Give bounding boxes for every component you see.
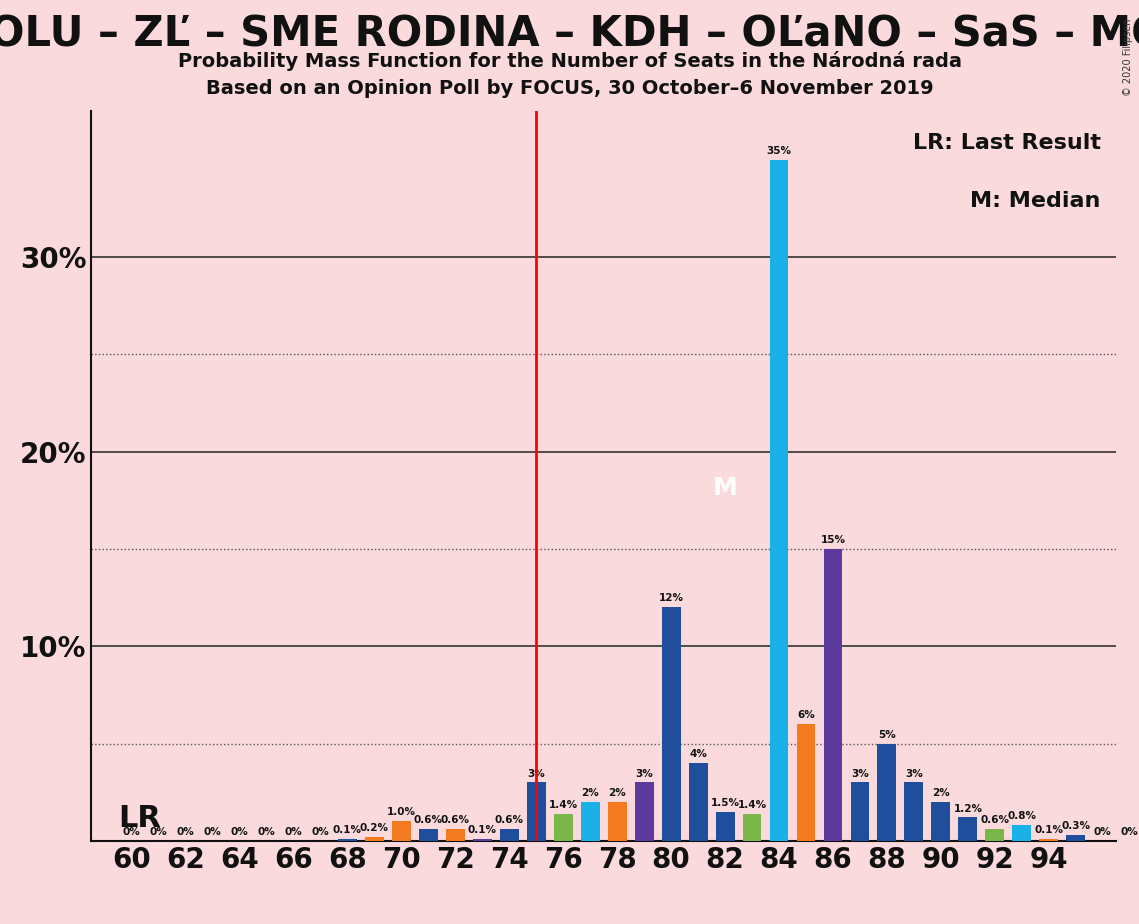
Bar	[473, 839, 492, 841]
Text: 4%: 4%	[689, 749, 707, 760]
Text: 3%: 3%	[636, 769, 653, 779]
Bar	[581, 802, 599, 841]
Bar	[689, 763, 707, 841]
Text: 0%: 0%	[177, 827, 195, 837]
Text: 3%: 3%	[851, 769, 869, 779]
Text: 0.6%: 0.6%	[413, 815, 443, 825]
Bar	[608, 802, 626, 841]
Bar	[1040, 839, 1058, 841]
Text: Probability Mass Function for the Number of Seats in the Národná rada: Probability Mass Function for the Number…	[178, 51, 961, 71]
Text: 1.2%: 1.2%	[953, 804, 982, 814]
Text: 1.4%: 1.4%	[737, 799, 767, 809]
Bar	[770, 160, 788, 841]
Text: 1.0%: 1.0%	[387, 808, 416, 818]
Bar	[796, 724, 816, 841]
Text: LR: LR	[118, 804, 161, 833]
Text: M: M	[713, 476, 737, 500]
Bar	[877, 744, 896, 841]
Text: 3%: 3%	[906, 769, 923, 779]
Bar	[364, 837, 384, 841]
Text: 0.6%: 0.6%	[981, 815, 1009, 825]
Text: 6%: 6%	[797, 711, 814, 720]
Bar	[419, 829, 437, 841]
Bar	[662, 607, 681, 841]
Bar	[634, 783, 654, 841]
Text: 0.2%: 0.2%	[360, 823, 388, 833]
Text: 0.1%: 0.1%	[333, 825, 362, 835]
Text: 2%: 2%	[932, 788, 950, 798]
Bar	[932, 802, 950, 841]
Text: © 2020 Filipsen: © 2020 Filipsen	[1123, 18, 1133, 96]
Text: 0.6%: 0.6%	[441, 815, 469, 825]
Text: 35%: 35%	[767, 146, 792, 155]
Bar	[338, 839, 357, 841]
Text: 0%: 0%	[1121, 827, 1139, 837]
Bar	[851, 783, 869, 841]
Text: 15%: 15%	[820, 535, 845, 545]
Text: M: Median: M: Median	[970, 191, 1100, 212]
Text: 0%: 0%	[123, 827, 140, 837]
Bar	[445, 829, 465, 841]
Bar	[904, 783, 924, 841]
Text: 2%: 2%	[608, 788, 626, 798]
Bar	[985, 829, 1005, 841]
Text: OLU – ZĽ – SME RODINA – KDH – OĽaNO – SaS – MOS: OLU – ZĽ – SME RODINA – KDH – OĽaNO – Sa…	[0, 14, 1139, 55]
Bar	[500, 829, 518, 841]
Bar	[743, 814, 762, 841]
Bar	[392, 821, 411, 841]
Text: 0%: 0%	[204, 827, 221, 837]
Bar	[1013, 825, 1031, 841]
Text: 2%: 2%	[581, 788, 599, 798]
Text: 0.3%: 0.3%	[1062, 821, 1090, 831]
Text: 1.4%: 1.4%	[549, 799, 577, 809]
Bar	[823, 549, 843, 841]
Text: LR: Last Result: LR: Last Result	[912, 133, 1100, 152]
Text: 12%: 12%	[658, 593, 683, 603]
Text: 0.6%: 0.6%	[494, 815, 524, 825]
Bar	[1066, 835, 1085, 841]
Text: 5%: 5%	[878, 730, 895, 739]
Bar	[527, 783, 546, 841]
Bar	[554, 814, 573, 841]
Text: Based on an Opinion Poll by FOCUS, 30 October–6 November 2019: Based on an Opinion Poll by FOCUS, 30 Oc…	[206, 79, 933, 98]
Text: 0%: 0%	[312, 827, 329, 837]
Text: 0%: 0%	[1093, 827, 1112, 837]
Text: 0.1%: 0.1%	[468, 825, 497, 835]
Text: 0%: 0%	[149, 827, 167, 837]
Text: 0.8%: 0.8%	[1007, 811, 1036, 821]
Text: 1.5%: 1.5%	[711, 797, 739, 808]
Bar	[958, 818, 977, 841]
Text: 0%: 0%	[285, 827, 302, 837]
Text: 0%: 0%	[257, 827, 276, 837]
Text: 0%: 0%	[230, 827, 248, 837]
Bar	[715, 811, 735, 841]
Text: 0.1%: 0.1%	[1034, 825, 1064, 835]
Text: 3%: 3%	[527, 769, 546, 779]
